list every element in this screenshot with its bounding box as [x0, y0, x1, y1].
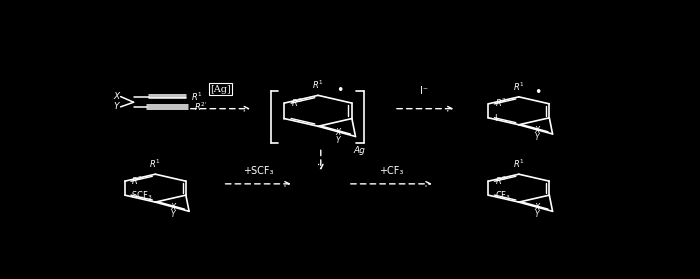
- Text: $R^1$: $R^1$: [513, 158, 524, 170]
- Text: $R^1$: $R^1$: [191, 90, 202, 103]
- Text: $R^1$: $R^1$: [150, 158, 161, 170]
- Text: I⁻: I⁻: [420, 86, 428, 97]
- Text: X: X: [534, 126, 539, 135]
- Text: $R^2$: $R^2$: [131, 174, 143, 187]
- Text: SCF$_3$: SCF$_3$: [131, 190, 153, 202]
- Text: +CF₃: +CF₃: [379, 166, 403, 176]
- Text: $R^2$: $R^2$: [291, 96, 303, 109]
- Text: $R^1$: $R^1$: [312, 79, 324, 91]
- Text: •: •: [336, 84, 343, 97]
- Text: I: I: [495, 114, 497, 123]
- Text: X: X: [534, 203, 539, 212]
- Text: Ag: Ag: [354, 146, 365, 155]
- Text: $R^2$: $R^2$: [495, 97, 506, 109]
- Text: Y: Y: [114, 102, 120, 111]
- Text: X: X: [113, 92, 120, 101]
- Text: •: •: [535, 86, 542, 99]
- Text: Y: Y: [335, 136, 340, 145]
- Text: $R^{2'}$: $R^{2'}$: [193, 101, 207, 113]
- Text: +SCF₃: +SCF₃: [243, 166, 274, 176]
- Text: $R^1$: $R^1$: [513, 81, 524, 93]
- Text: Y: Y: [534, 133, 539, 142]
- Text: Y: Y: [171, 210, 176, 219]
- Text: X: X: [171, 203, 176, 212]
- Text: X: X: [335, 128, 340, 137]
- Text: [Ag]: [Ag]: [210, 85, 231, 94]
- Text: Y: Y: [534, 210, 539, 219]
- Text: CF$_3$: CF$_3$: [495, 190, 511, 202]
- Text: $R^2$: $R^2$: [495, 174, 506, 187]
